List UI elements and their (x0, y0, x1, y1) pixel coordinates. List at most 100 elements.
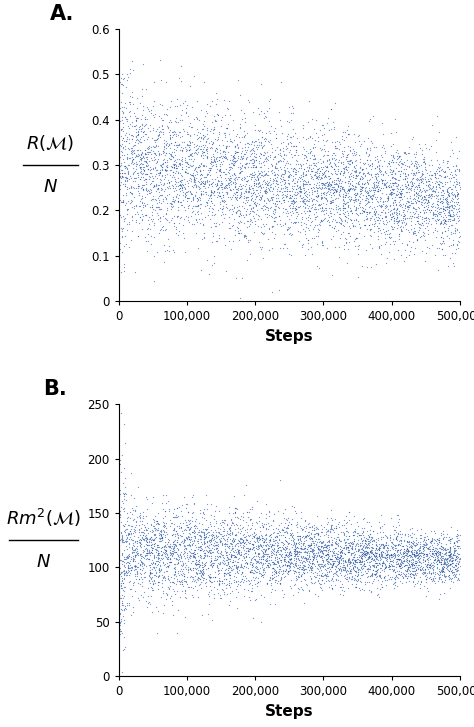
Point (364, 177, 372, 188)
Point (202, 577, 210, 588)
Point (438, 569, 446, 581)
Point (442, 553, 449, 564)
Point (404, 178, 412, 190)
Point (144, 537, 151, 548)
Point (204, 546, 212, 558)
Point (306, 152, 314, 164)
Point (262, 178, 269, 190)
Point (246, 183, 254, 195)
Point (136, 201, 144, 212)
Point (434, 545, 441, 557)
Point (283, 150, 290, 161)
Point (125, 565, 133, 577)
Point (241, 180, 249, 192)
Point (432, 536, 439, 547)
Point (235, 204, 242, 216)
Point (134, 570, 141, 582)
Point (419, 204, 427, 216)
Point (224, 579, 231, 590)
Point (120, 553, 128, 565)
Point (239, 159, 246, 171)
Point (364, 224, 371, 236)
Point (169, 195, 177, 206)
Point (324, 531, 331, 543)
Point (145, 535, 153, 547)
Point (280, 161, 288, 173)
Point (376, 552, 384, 563)
Point (169, 548, 176, 560)
Point (382, 550, 390, 561)
Point (322, 553, 329, 564)
Point (304, 234, 311, 246)
Point (376, 558, 383, 570)
Point (240, 489, 247, 500)
Point (272, 177, 280, 189)
Point (404, 537, 412, 548)
Point (409, 539, 416, 550)
Point (247, 574, 255, 585)
Point (179, 194, 186, 206)
Point (350, 194, 357, 206)
Point (198, 571, 206, 583)
Point (129, 553, 137, 565)
Point (378, 546, 385, 558)
Point (155, 563, 163, 574)
Point (123, 550, 130, 561)
Point (372, 169, 379, 180)
Point (340, 209, 347, 220)
Point (388, 177, 396, 189)
Point (323, 553, 331, 564)
Point (315, 542, 322, 554)
Point (219, 521, 227, 533)
Point (364, 553, 371, 565)
Point (262, 134, 270, 145)
Point (222, 201, 230, 213)
Point (155, 518, 163, 530)
Point (363, 148, 370, 159)
Point (410, 248, 418, 260)
Point (358, 184, 365, 196)
Point (293, 545, 301, 557)
Point (264, 578, 271, 590)
Point (401, 560, 409, 571)
Point (289, 207, 297, 219)
Point (243, 534, 250, 546)
Point (401, 174, 409, 185)
Point (156, 211, 164, 222)
Point (415, 181, 422, 193)
Point (394, 178, 402, 190)
Point (373, 559, 381, 571)
Point (125, 533, 132, 545)
Point (454, 193, 461, 204)
Point (423, 530, 430, 542)
Point (282, 534, 289, 546)
Point (346, 236, 353, 247)
Point (281, 551, 289, 563)
Point (362, 206, 370, 217)
Point (147, 186, 155, 198)
Point (222, 142, 230, 154)
Point (339, 167, 347, 179)
Point (403, 543, 411, 555)
Point (160, 556, 167, 568)
Point (115, 449, 122, 461)
Point (200, 143, 207, 155)
Point (444, 186, 451, 198)
Point (201, 559, 209, 571)
Point (440, 587, 447, 599)
Point (181, 611, 189, 622)
Point (400, 555, 408, 567)
Point (219, 202, 227, 214)
Point (181, 141, 189, 153)
Point (246, 595, 254, 606)
Point (246, 214, 254, 225)
Point (233, 146, 241, 158)
Point (170, 217, 178, 229)
Point (341, 555, 349, 566)
Point (322, 193, 330, 205)
Point (187, 148, 195, 160)
Point (370, 548, 377, 560)
Point (262, 540, 269, 552)
Point (393, 202, 401, 214)
Point (127, 172, 135, 184)
